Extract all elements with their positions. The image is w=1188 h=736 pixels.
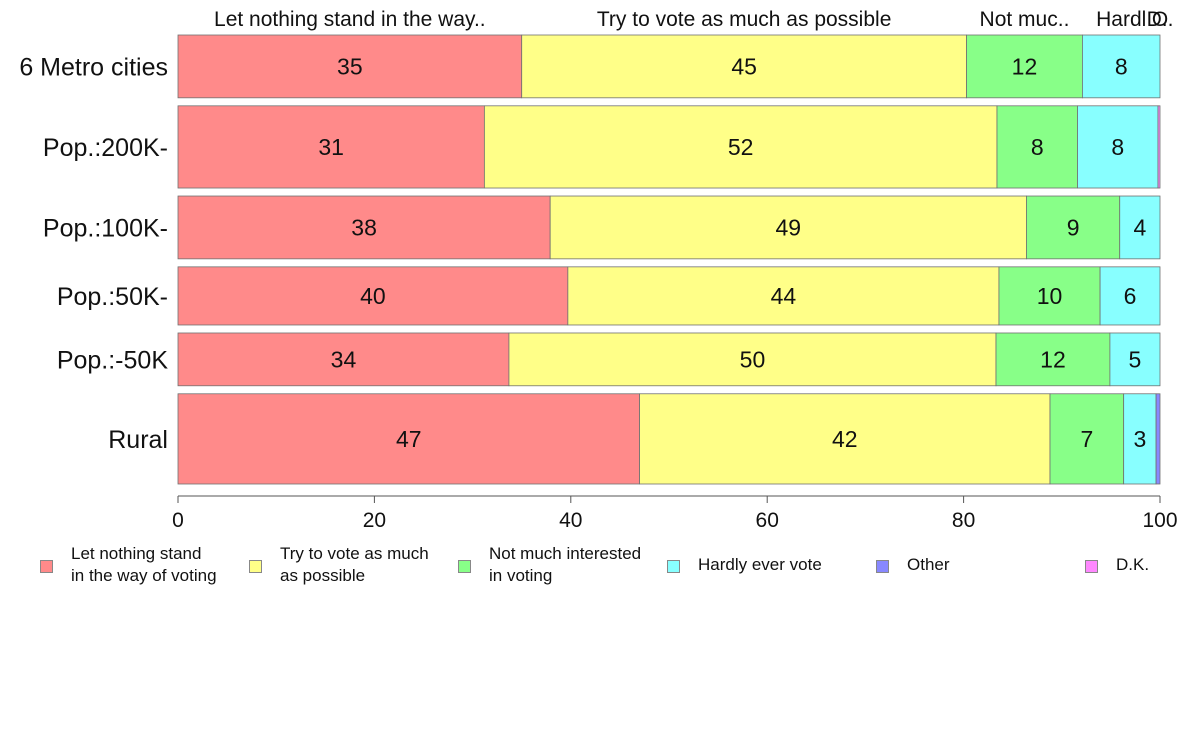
bar-pop-50k-hardly-ever-vote xyxy=(1109,332,1161,387)
data-label-pop-100k-try-to-vote-as-much-as-possible: 49 xyxy=(776,214,802,240)
data-label-pop-50k-try-to-vote-as-much-as-possible: 50 xyxy=(740,346,766,372)
bar-rural-other xyxy=(1155,393,1161,485)
header-label-d-k: D.. xyxy=(1147,8,1174,31)
bar-pop-50k-not-much-interested-in-voting xyxy=(995,332,1111,387)
data-label-rural-hardly-ever-vote: 3 xyxy=(1133,426,1146,452)
header-label-try-to-vote-as-much-as-possible: Try to vote as much as possible xyxy=(597,8,892,31)
data-label-pop-200k-let-nothing-stand-in-the-way-of-voting: 31 xyxy=(318,134,344,160)
bar-6-metro-cities-try-to-vote-as-much-as-possible xyxy=(521,34,967,99)
bar-pop-100k-let-nothing-stand-in-the-way-of-voting xyxy=(177,195,551,260)
bar-pop-100k-try-to-vote-as-much-as-possible xyxy=(549,195,1027,260)
data-label-pop-100k-let-nothing-stand-in-the-way-of-voting: 38 xyxy=(351,214,377,240)
category-label-rural: Rural xyxy=(108,426,168,454)
x-tick-label-80: 80 xyxy=(952,509,975,532)
x-tick-label-0: 0 xyxy=(172,509,184,532)
bar-pop-50k-try-to-vote-as-much-as-possible xyxy=(567,266,1000,326)
legend-swatch xyxy=(458,560,471,573)
x-tick-label-100: 100 xyxy=(1142,509,1177,532)
legend-label: Other xyxy=(907,555,950,574)
header-label-other: O xyxy=(1152,8,1168,31)
category-label-pop-50k: Pop.:50K- xyxy=(57,283,168,311)
bar-pop-200k-not-much-interested-in-voting xyxy=(996,105,1078,189)
data-label-rural-try-to-vote-as-much-as-possible: 42 xyxy=(832,426,858,452)
bar-rural-try-to-vote-as-much-as-possible xyxy=(639,393,1051,485)
data-label-6-metro-cities-not-much-interested-in-voting: 12 xyxy=(1012,53,1038,79)
header-label-let-nothing-stand-in-the-way-of-voting: Let nothing stand in the way.. xyxy=(214,8,486,31)
data-label-6-metro-cities-let-nothing-stand-in-the-way-of-voting: 35 xyxy=(337,53,363,79)
data-label-pop-100k-hardly-ever-vote: 4 xyxy=(1133,214,1146,240)
bar-pop-200k-d-k xyxy=(1157,105,1161,189)
legend-swatch xyxy=(876,560,889,573)
data-label-pop-50k-not-much-interested-in-voting: 10 xyxy=(1037,283,1063,309)
bar-pop-50k-not-much-interested-in-voting xyxy=(998,266,1101,326)
legend-item-not-much-interested-in-voting: Not much interested in voting xyxy=(458,543,641,587)
x-tick-label-60: 60 xyxy=(756,509,779,532)
data-label-pop-200k-try-to-vote-as-much-as-possible: 52 xyxy=(728,134,754,160)
category-label-6-metro-cities: 6 Metro cities xyxy=(19,53,168,81)
header-label-hardly-ever-vote: Hardl xyxy=(1096,8,1146,31)
legend-item-try-to-vote-as-much-as-possible: Try to vote as much as possible xyxy=(249,543,429,587)
legend-swatch xyxy=(40,560,53,573)
data-label-6-metro-cities-try-to-vote-as-much-as-possible: 45 xyxy=(731,53,757,79)
bar-6-metro-cities-let-nothing-stand-in-the-way-of-voting xyxy=(177,34,523,99)
x-tick-label-40: 40 xyxy=(559,509,582,532)
legend-item-other: Other xyxy=(876,543,950,576)
bar-rural-not-much-interested-in-voting xyxy=(1049,393,1125,485)
data-label-pop-50k-let-nothing-stand-in-the-way-of-voting: 40 xyxy=(360,283,386,309)
data-label-pop-50k-not-much-interested-in-voting: 12 xyxy=(1040,346,1066,372)
data-label-pop-200k-hardly-ever-vote: 8 xyxy=(1111,134,1124,160)
data-label-pop-50k-hardly-ever-vote: 5 xyxy=(1129,346,1142,372)
header-label-not-much-interested-in-voting: Not muc.. xyxy=(980,8,1070,31)
data-label-rural-let-nothing-stand-in-the-way-of-voting: 47 xyxy=(396,426,422,452)
data-label-rural-not-much-interested-in-voting: 7 xyxy=(1080,426,1093,452)
legend-label: D.K. xyxy=(1116,555,1150,574)
category-label-pop-50k: Pop.:-50K xyxy=(57,346,169,374)
legend-swatch xyxy=(1085,560,1098,573)
legend-swatch xyxy=(667,560,680,573)
bar-6-metro-cities-hardly-ever-vote xyxy=(1082,34,1161,99)
legend-label: Hardly ever vote xyxy=(698,555,822,574)
bar-pop-200k-try-to-vote-as-much-as-possible xyxy=(483,105,998,189)
legend-label: Let nothing stand in the way of voting xyxy=(71,544,217,585)
data-label-6-metro-cities-hardly-ever-vote: 8 xyxy=(1115,53,1128,79)
category-label-pop-200k: Pop.:200K- xyxy=(43,134,168,162)
legend-item-hardly-ever-vote: Hardly ever vote xyxy=(667,543,822,576)
bar-pop-50k-hardly-ever-vote xyxy=(1099,266,1161,326)
data-label-pop-200k-not-much-interested-in-voting: 8 xyxy=(1031,134,1044,160)
data-label-pop-50k-try-to-vote-as-much-as-possible: 44 xyxy=(771,283,797,309)
bar-pop-200k-let-nothing-stand-in-the-way-of-voting xyxy=(177,105,485,189)
data-label-pop-50k-let-nothing-stand-in-the-way-of-voting: 34 xyxy=(331,346,357,372)
x-tick-label-20: 20 xyxy=(363,509,386,532)
data-label-pop-50k-hardly-ever-vote: 6 xyxy=(1124,283,1137,309)
bar-pop-50k-try-to-vote-as-much-as-possible xyxy=(508,332,997,387)
bar-rural-let-nothing-stand-in-the-way-of-voting xyxy=(177,393,640,485)
data-label-pop-100k-not-much-interested-in-voting: 9 xyxy=(1067,214,1080,240)
bar-pop-200k-hardly-ever-vote xyxy=(1077,105,1159,189)
bar-pop-50k-let-nothing-stand-in-the-way-of-voting xyxy=(177,266,569,326)
bar-6-metro-cities-not-much-interested-in-voting xyxy=(966,34,1083,99)
legend-item-d-k: D.K. xyxy=(1085,543,1149,576)
bar-pop-50k-let-nothing-stand-in-the-way-of-voting xyxy=(177,332,510,387)
legend: Let nothing stand in the way of voting Tr… xyxy=(40,543,1180,591)
legend-label: Not much interested in voting xyxy=(489,544,642,585)
legend-swatch xyxy=(249,560,262,573)
category-label-pop-100k: Pop.:100K- xyxy=(43,214,168,242)
legend-label: Try to vote as much as possible xyxy=(280,544,429,585)
legend-item-let-nothing-stand-in-the-way-of-voting: Let nothing stand in the way of voting xyxy=(40,543,217,587)
bar-pop-100k-hardly-ever-vote xyxy=(1119,195,1161,260)
